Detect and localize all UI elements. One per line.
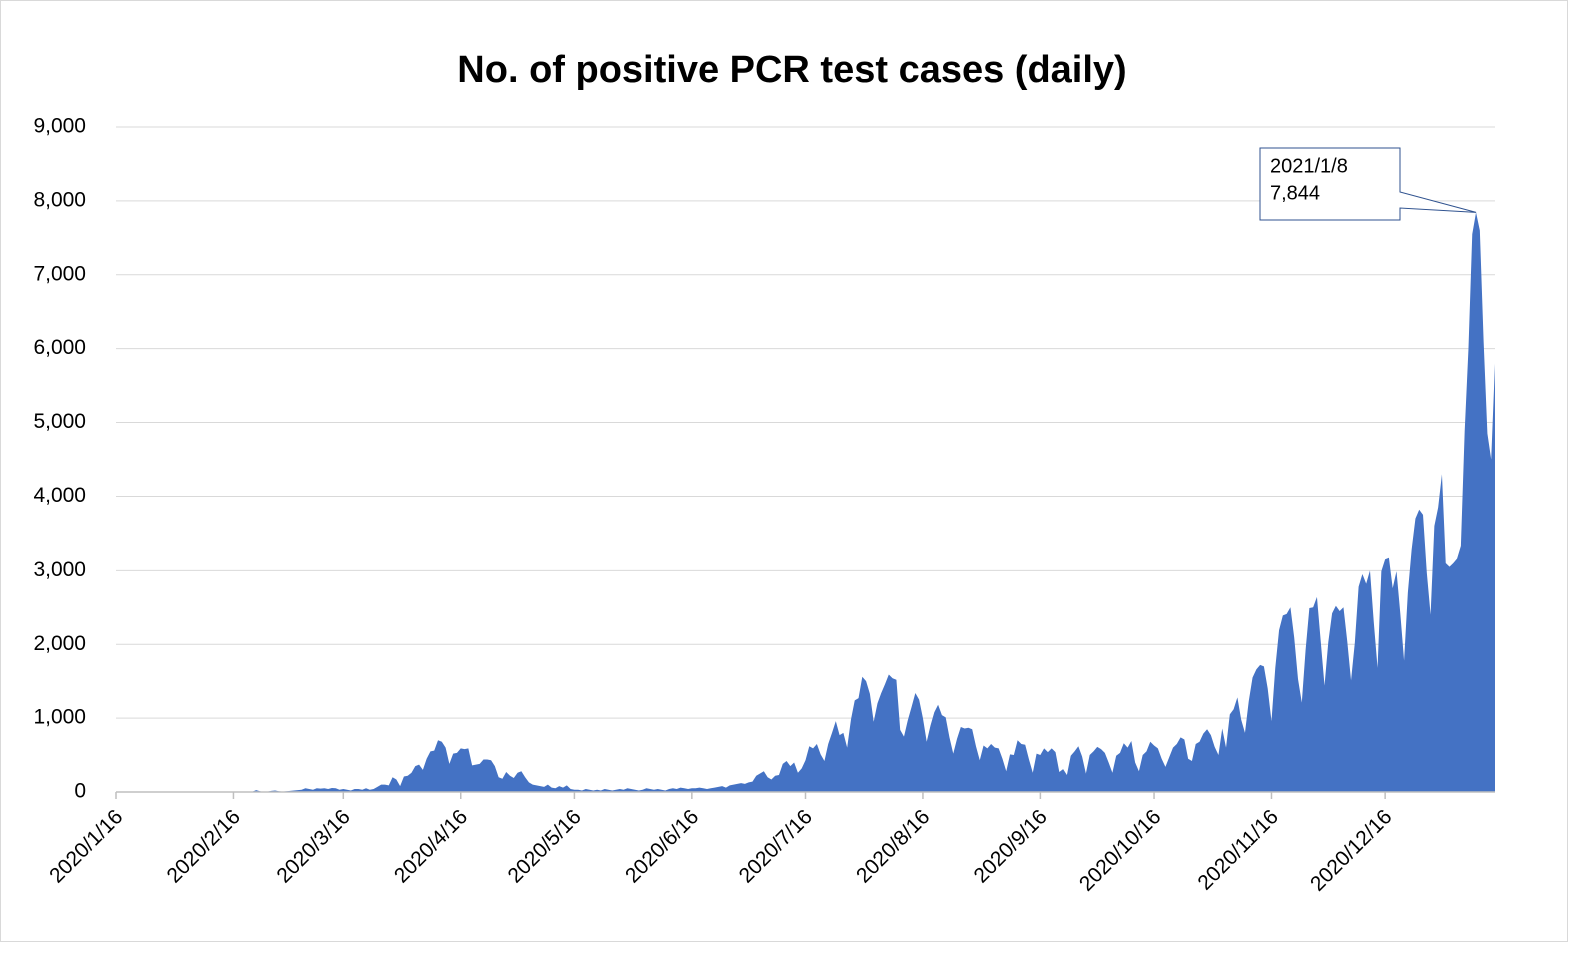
y-tick-label: 9,000 bbox=[33, 115, 86, 138]
y-tick-label: 3,000 bbox=[33, 558, 86, 581]
chart-border bbox=[0, 0, 1568, 942]
y-tick-label: 6,000 bbox=[33, 336, 86, 359]
y-tick-label: 7,000 bbox=[33, 262, 86, 285]
y-tick-label: 1,000 bbox=[33, 706, 86, 729]
annotation-label: 2021/1/8 bbox=[1270, 155, 1348, 177]
y-tick-label: 0 bbox=[74, 780, 86, 803]
annotation-value: 7,844 bbox=[1270, 182, 1320, 204]
area bbox=[116, 212, 1495, 793]
y-tick-label: 4,000 bbox=[33, 484, 86, 507]
y-tick-label: 8,000 bbox=[33, 188, 86, 211]
chart-title: No. of positive PCR test cases (daily) bbox=[457, 49, 1126, 91]
annotation-callout bbox=[1259, 147, 1477, 221]
y-tick-label: 5,000 bbox=[33, 410, 86, 433]
y-tick-label: 2,000 bbox=[33, 632, 86, 655]
